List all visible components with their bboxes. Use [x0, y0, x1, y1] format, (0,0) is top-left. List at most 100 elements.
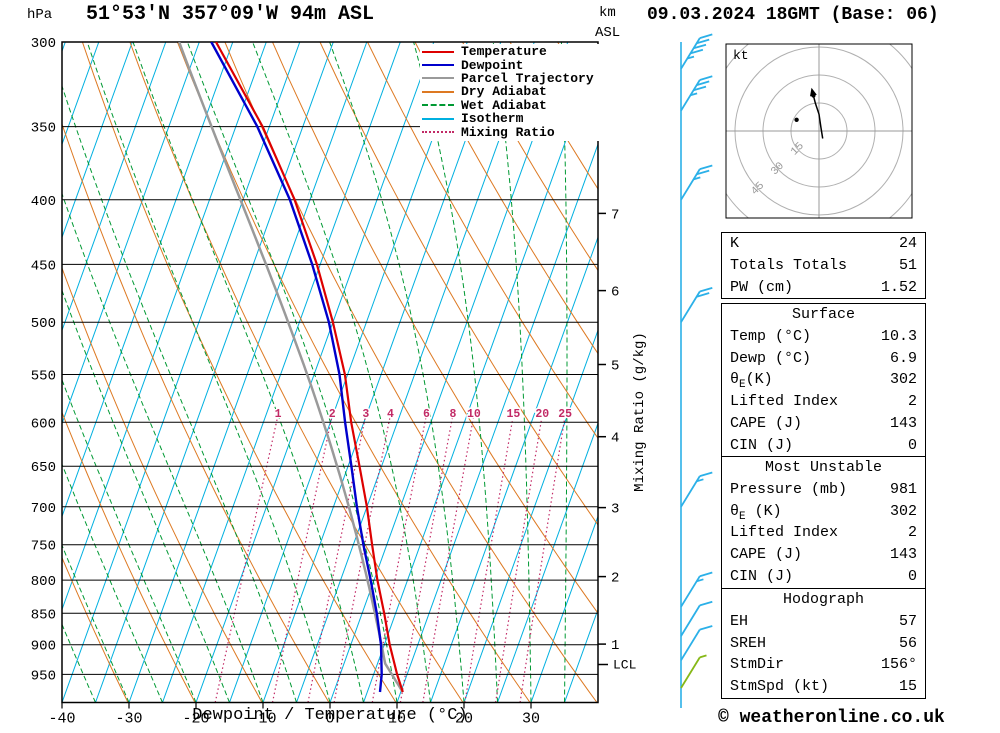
legend-item: Dewpoint: [422, 58, 602, 72]
legend-swatch: [422, 64, 454, 67]
km-tick-label: 4: [611, 431, 619, 447]
pressure-tick-label: 400: [31, 194, 56, 210]
wind-barb-column: [680, 33, 713, 708]
temp-tick-label: -30: [115, 711, 142, 728]
stat-value: 302: [889, 371, 917, 389]
stat-row: PW (cm) 1.52: [722, 277, 925, 299]
pressure-tick-label: 700: [31, 501, 56, 517]
hodograph-border: [725, 43, 913, 219]
hodograph-trace: [812, 95, 824, 139]
stat-row: Totals Totals 51: [722, 255, 925, 277]
stat-label: StmSpd (kt): [730, 678, 830, 696]
stat-row: EH 57: [722, 611, 925, 633]
legend-item: Temperature: [422, 45, 602, 58]
mixing-ratio-value-label: 8: [449, 408, 456, 421]
stats-panel-title: Hodograph: [782, 591, 864, 608]
km-tick-label: 5: [611, 359, 619, 375]
stat-label: CIN (J): [730, 436, 794, 454]
stats-panel-title: Surface: [791, 306, 855, 323]
legend-label: Isotherm: [461, 111, 524, 127]
legend-label: Wet Adiabat: [461, 97, 547, 113]
legend-label: Temperature: [461, 44, 547, 60]
pressure-tick-label: 450: [31, 258, 56, 274]
legend-label: Dry Adiabat: [461, 84, 547, 100]
mixing-ratio-value-label: 25: [558, 408, 572, 421]
datetime-label: 09.03.2024 18GMT (Base: 06): [647, 5, 939, 25]
pressure-tick-label: 600: [31, 416, 56, 432]
hodograph-point: [794, 117, 799, 123]
stat-value: 2: [907, 524, 917, 542]
stat-label: CAPE (J): [730, 414, 803, 432]
stat-label: Pressure (mb): [730, 480, 848, 498]
hodograph-kt-label: kt: [733, 48, 749, 63]
stat-label: K: [730, 235, 740, 252]
stat-label: PW (cm): [730, 278, 794, 296]
mixing-ratio-value-label: 2: [329, 408, 336, 421]
pressure-tick-label: 500: [31, 316, 56, 332]
wind-barb: [680, 33, 713, 70]
stat-label: Dewp (°C): [730, 349, 812, 367]
stat-row: SREH 56: [722, 633, 925, 655]
km-tick-label: 6: [611, 285, 619, 301]
pressure-unit-label: hPa: [27, 7, 53, 23]
station-title: 51°53'N 357°09'W 94m ASL: [86, 3, 375, 26]
temp-tick-label: 0: [325, 711, 334, 728]
legend-swatch: [422, 50, 454, 53]
wet-adiabat-grid: [62, 42, 598, 703]
temp-tick-label: -20: [182, 711, 209, 728]
stat-label: Lifted Index: [730, 524, 839, 542]
stat-label: SREH: [730, 634, 767, 652]
stat-row: CAPE (J) 143: [722, 413, 925, 435]
pressure-tick-label: 850: [31, 607, 56, 623]
stat-row: Dewp (°C) 6.9: [722, 348, 925, 370]
wind-barb: [680, 571, 713, 608]
km-tick-label: 2: [611, 571, 619, 587]
stat-row: Lifted Index 2: [722, 522, 925, 544]
mixing-ratio-value-label: 15: [506, 408, 520, 421]
stat-value: 57: [898, 612, 917, 630]
stats-panel: K 24 Totals Totals 51 PW (cm) 1.52: [721, 232, 926, 300]
stat-label: EH: [730, 612, 749, 630]
pressure-tick-label: 900: [31, 639, 56, 655]
stat-row: θE (K) 302: [722, 501, 925, 523]
hodograph-arrowhead: [810, 87, 817, 97]
stat-label: θE (K): [730, 502, 782, 523]
stat-row: Lifted Index 2: [722, 391, 925, 413]
stat-label: Totals Totals: [730, 256, 848, 274]
mixing-ratio-value-label: 4: [387, 408, 394, 421]
stat-label: Lifted Index: [730, 393, 839, 411]
stat-row: StmSpd (kt) 15: [722, 676, 925, 698]
stat-value: 156°: [880, 656, 917, 674]
legend-item: Mixing Ratio: [422, 124, 602, 140]
stat-row: CAPE (J) 143: [722, 544, 925, 566]
pressure-tick-label: 650: [31, 460, 56, 476]
axis-labels: 3003504004505005506006507007508008509009…: [31, 36, 637, 728]
stat-row: Pressure (mb) 981: [722, 479, 925, 501]
km-unit-label: km: [599, 5, 616, 21]
legend-item: Wet Adiabat: [422, 99, 602, 112]
stat-value: 0: [907, 567, 917, 585]
km-tick-label: 1: [611, 638, 619, 654]
stat-row: Temp (°C) 10.3: [722, 326, 925, 348]
stat-value: 10.3: [880, 327, 917, 345]
stat-label: θE(K): [730, 371, 773, 392]
pressure-tick-label: 750: [31, 539, 56, 555]
temp-tick-label: -40: [48, 711, 75, 728]
stat-value: 2: [907, 393, 917, 411]
dewpoint-curve: [210, 42, 383, 693]
legend-label: Mixing Ratio: [461, 124, 555, 140]
pressure-tick-label: 800: [31, 574, 56, 590]
footer-credit-link[interactable]: © weatheronline.co.uk: [718, 708, 945, 728]
wind-barb: [680, 625, 713, 661]
legend-item: Parcel Trajectory: [422, 72, 602, 85]
temp-tick-label: 10: [388, 711, 406, 728]
mixing-ratio-value-label: 1: [275, 408, 282, 421]
stat-value: 302: [889, 502, 917, 520]
pressure-tick-label: 550: [31, 369, 56, 385]
stat-row: θE(K) 302: [722, 369, 925, 391]
legend: Temperature Dewpoint Parcel Trajectory Dry …: [420, 44, 602, 141]
legend-item: Dry Adiabat: [422, 85, 602, 98]
